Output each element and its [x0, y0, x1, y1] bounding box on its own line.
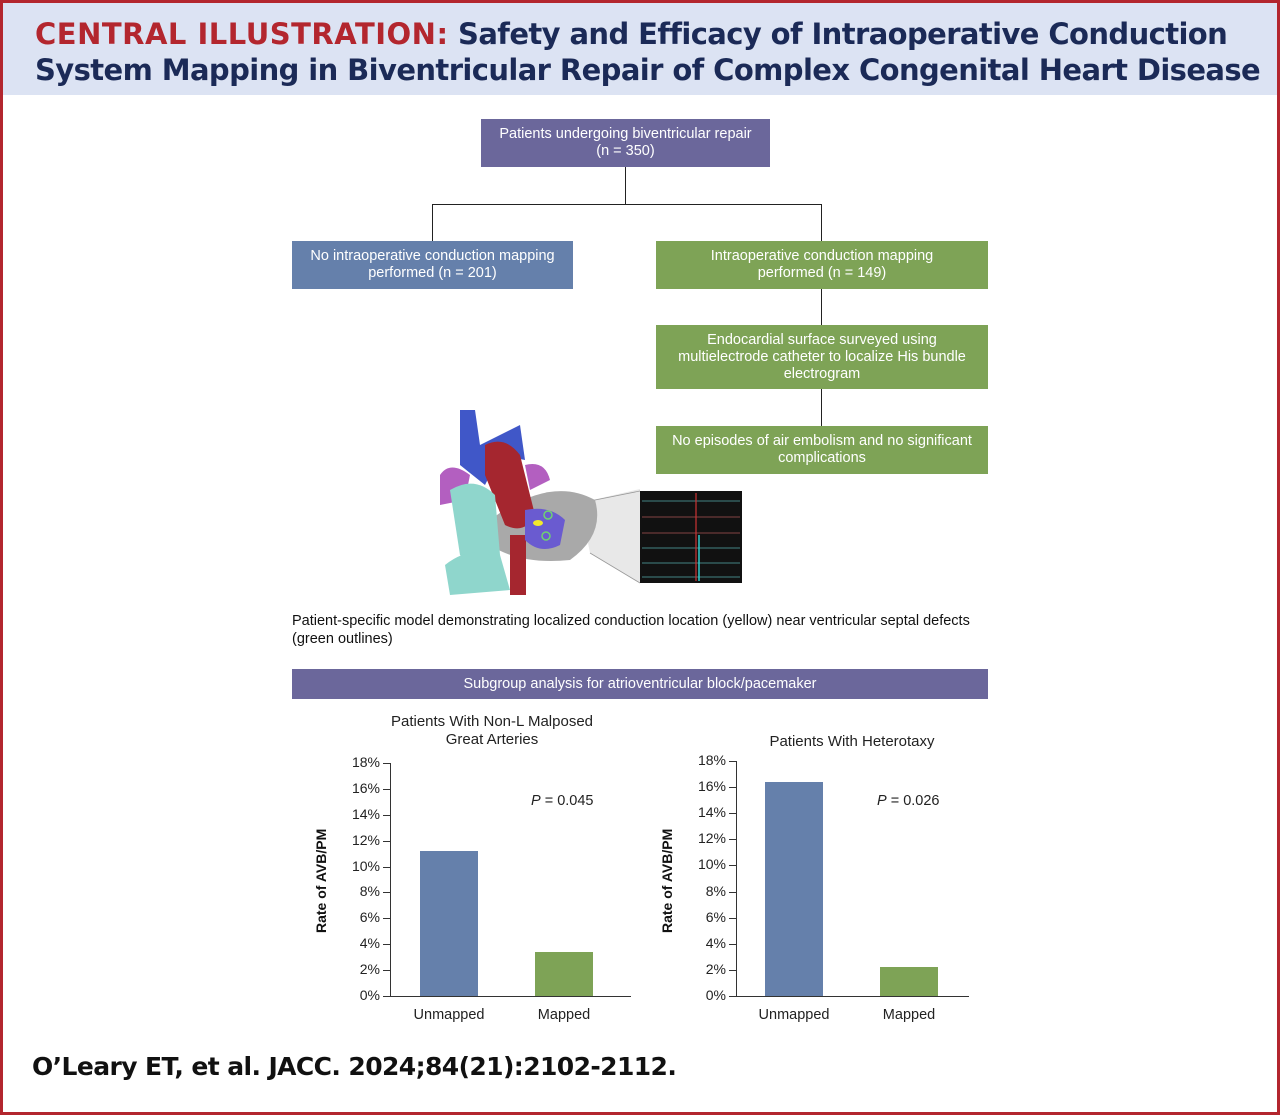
y-axis-label: Rate of AVB/PM	[659, 828, 675, 933]
y-tick	[383, 918, 391, 919]
connector	[432, 204, 822, 205]
chart-title: Patients With Non-L Malposed Great Arter…	[390, 713, 594, 748]
y-tick-label: 4%	[705, 935, 726, 951]
y-tick	[383, 892, 391, 893]
root-box: Patients undergoing biventricular repair…	[481, 119, 770, 167]
central-illustration-label: CENTRAL ILLUSTRATION:	[35, 17, 449, 51]
model-caption: Patient-specific model demonstrating loc…	[292, 613, 970, 647]
y-tick	[383, 867, 391, 868]
y-tick	[729, 813, 737, 814]
p-value: P = 0.026	[877, 793, 940, 809]
y-tick	[383, 815, 391, 816]
y-tick-label: 6%	[359, 909, 380, 925]
y-tick-label: 0%	[359, 987, 380, 1003]
y-tick-label: 8%	[705, 883, 726, 899]
y-tick	[729, 892, 737, 893]
bar-unmapped	[420, 851, 478, 996]
no-complications-box: No episodes of air embolism and no signi…	[656, 426, 988, 474]
y-tick	[729, 918, 737, 919]
y-tick-label: 12%	[697, 830, 726, 846]
bar-mapped	[535, 952, 593, 996]
x-tick-unmapped: Unmapped	[758, 1007, 830, 1023]
y-axis	[390, 763, 391, 997]
y-tick	[383, 789, 391, 790]
y-tick	[383, 841, 391, 842]
connector	[432, 204, 433, 241]
endocardial-survey-box: Endocardial surface surveyed using multi…	[656, 325, 988, 389]
y-tick-label: 16%	[697, 778, 726, 794]
x-tick-mapped: Mapped	[882, 1007, 936, 1023]
connector	[821, 204, 822, 241]
y-tick-label: 16%	[351, 780, 380, 796]
y-tick-label: 8%	[359, 883, 380, 899]
y-tick	[729, 761, 737, 762]
y-tick-label: 12%	[351, 832, 380, 848]
subgroup-banner: Subgroup analysis for atrioventricular b…	[292, 669, 988, 699]
y-tick	[729, 865, 737, 866]
p-value: P = 0.045	[531, 793, 594, 809]
y-axis-label: Rate of AVB/PM	[313, 828, 329, 933]
y-axis	[736, 761, 737, 997]
y-tick	[383, 970, 391, 971]
no-mapping-box: No intraoperative conduction mapping per…	[292, 241, 573, 289]
bar-unmapped	[765, 782, 823, 996]
x-axis	[390, 996, 631, 997]
y-tick-label: 10%	[697, 856, 726, 872]
y-tick-label: 6%	[705, 909, 726, 925]
page-title: CENTRAL ILLUSTRATION: Safety and Efficac…	[35, 16, 1265, 88]
chart-title: Patients With Heterotaxy	[769, 733, 935, 750]
heart-model-image	[440, 410, 742, 595]
citation: O’Leary ET, et al. JACC. 2024;84(21):210…	[32, 1052, 677, 1081]
y-tick-label: 18%	[697, 752, 726, 768]
y-tick	[729, 839, 737, 840]
y-tick	[729, 787, 737, 788]
y-tick	[729, 996, 737, 997]
y-tick-label: 18%	[351, 754, 380, 770]
y-tick	[729, 970, 737, 971]
y-tick-label: 4%	[359, 935, 380, 951]
y-tick	[383, 763, 391, 764]
y-tick-label: 0%	[705, 987, 726, 1003]
x-tick-unmapped: Unmapped	[413, 1007, 485, 1023]
y-tick	[383, 944, 391, 945]
connector	[821, 289, 822, 325]
y-tick-label: 2%	[705, 961, 726, 977]
y-tick	[383, 996, 391, 997]
mapping-box: Intraoperative conduction mapping perfor…	[656, 241, 988, 289]
connector	[625, 167, 626, 204]
title-line-1: Safety and Efficacy of Intraoperative Co…	[458, 17, 1228, 51]
title-line-2: System Mapping in Biventricular Repair o…	[35, 53, 1261, 87]
bar-mapped	[880, 967, 938, 996]
x-axis	[736, 996, 969, 997]
y-tick-label: 14%	[697, 804, 726, 820]
header-banner: CENTRAL ILLUSTRATION: Safety and Efficac…	[3, 3, 1277, 95]
y-tick	[729, 944, 737, 945]
connector	[821, 389, 822, 426]
y-tick-label: 14%	[351, 806, 380, 822]
y-tick-label: 10%	[351, 858, 380, 874]
x-tick-mapped: Mapped	[537, 1007, 591, 1023]
y-tick-label: 2%	[359, 961, 380, 977]
